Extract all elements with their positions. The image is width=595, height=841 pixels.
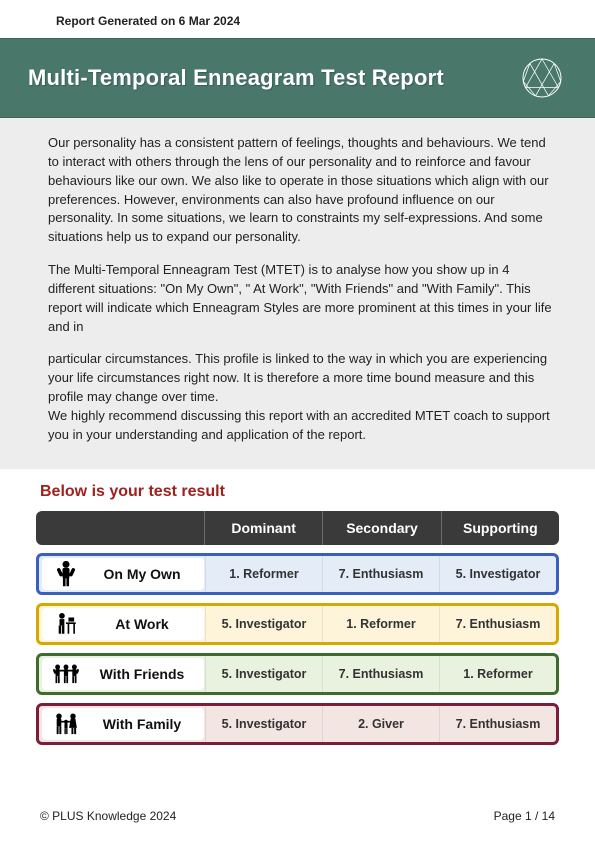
result-cell: 7. Enthusiasm bbox=[439, 606, 556, 642]
intro-text: Our personality has a consistent pattern… bbox=[0, 118, 595, 469]
result-heading: Below is your test result bbox=[0, 469, 595, 511]
row-label: With Friends bbox=[42, 658, 204, 690]
footer-page: Page 1 / 14 bbox=[494, 809, 555, 823]
intro-paragraph-1: Our personality has a consistent pattern… bbox=[48, 134, 559, 247]
result-cell: 1. Reformer bbox=[205, 556, 322, 592]
enneagram-icon bbox=[517, 53, 567, 103]
row-label-text: At Work bbox=[86, 616, 204, 632]
row-label: At Work bbox=[42, 608, 204, 640]
footer: © PLUS Knowledge 2024 Page 1 / 14 bbox=[0, 809, 595, 823]
result-cell: 1. Reformer bbox=[439, 656, 556, 692]
report-date: Report Generated on 6 Mar 2024 bbox=[0, 0, 595, 38]
title-banner: Multi-Temporal Enneagram Test Report bbox=[0, 38, 595, 118]
result-cell: 7. Enthusiasm bbox=[322, 656, 439, 692]
friends-icon bbox=[52, 662, 80, 686]
table-header: Dominant Secondary Supporting bbox=[36, 511, 559, 545]
result-cell: 7. Enthusiasm bbox=[322, 556, 439, 592]
col-dominant: Dominant bbox=[204, 511, 322, 545]
results-table: Dominant Secondary Supporting On My Own1… bbox=[36, 511, 559, 745]
row-label: With Family bbox=[42, 708, 204, 740]
result-cell: 2. Giver bbox=[322, 706, 439, 742]
page-title: Multi-Temporal Enneagram Test Report bbox=[28, 65, 444, 91]
family-icon bbox=[52, 712, 80, 736]
header-spacer bbox=[36, 511, 204, 545]
desk-icon bbox=[52, 611, 80, 637]
intro-paragraph-2: The Multi-Temporal Enneagram Test (MTET)… bbox=[48, 261, 559, 336]
result-cell: 5. Investigator bbox=[205, 706, 322, 742]
result-cell: 5. Investigator bbox=[205, 656, 322, 692]
table-row: On My Own1. Reformer7. Enthusiasm5. Inve… bbox=[36, 553, 559, 595]
result-cell: 1. Reformer bbox=[322, 606, 439, 642]
row-label-text: With Family bbox=[86, 716, 204, 732]
table-row: With Friends5. Investigator7. Enthusiasm… bbox=[36, 653, 559, 695]
result-cell: 7. Enthusiasm bbox=[439, 706, 556, 742]
footer-copyright: © PLUS Knowledge 2024 bbox=[40, 809, 176, 823]
result-cell: 5. Investigator bbox=[439, 556, 556, 592]
row-label-text: With Friends bbox=[86, 666, 204, 682]
row-label: On My Own bbox=[42, 558, 204, 590]
result-cell: 5. Investigator bbox=[205, 606, 322, 642]
row-label-text: On My Own bbox=[86, 566, 204, 582]
col-secondary: Secondary bbox=[322, 511, 440, 545]
table-row: At Work5. Investigator1. Reformer7. Enth… bbox=[36, 603, 559, 645]
intro-paragraph-3: particular circumstances. This profile i… bbox=[48, 350, 559, 444]
person-icon bbox=[52, 560, 80, 588]
col-supporting: Supporting bbox=[441, 511, 559, 545]
table-row: With Family5. Investigator2. Giver7. Ent… bbox=[36, 703, 559, 745]
